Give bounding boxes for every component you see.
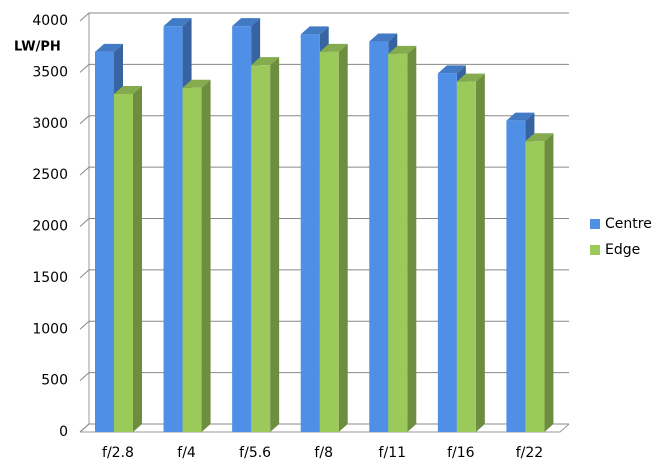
bar-top [506, 112, 535, 121]
bar [319, 43, 348, 432]
bar [182, 79, 211, 432]
y-tick-label: 4000 [32, 13, 68, 29]
grid-line [79, 12, 569, 22]
bar-top [114, 85, 142, 94]
y-tick-label: 1000 [32, 321, 68, 337]
bar-top [95, 43, 123, 52]
bar [251, 57, 280, 433]
bar-front [388, 53, 408, 432]
bar-top [369, 33, 398, 42]
bar-side [338, 43, 348, 432]
x-tick-label: f/22 [516, 445, 543, 461]
bar-front [163, 26, 183, 432]
bar-front [95, 51, 114, 432]
bar-front [369, 41, 389, 433]
y-axis-title: LW/PH [14, 40, 61, 55]
y-tick-label: 2000 [32, 219, 68, 235]
bar [388, 45, 417, 432]
bar-side [201, 79, 211, 432]
bar-top [232, 18, 261, 27]
bar [525, 133, 554, 432]
bar-front [232, 26, 252, 432]
bar-side [475, 73, 485, 432]
bar-front [182, 87, 202, 432]
bar [114, 85, 142, 432]
bar-top [163, 18, 192, 27]
legend-swatch [590, 219, 600, 229]
bar-side [133, 85, 142, 432]
bar-front [114, 93, 133, 432]
y-tick-label: 500 [41, 373, 68, 389]
x-tick-label: f/8 [314, 445, 333, 461]
bar-front [437, 73, 457, 432]
bar-side [407, 45, 417, 432]
x-tick-label: f/2.8 [102, 445, 134, 461]
bar-top [319, 43, 348, 52]
x-tick-label: f/5.6 [239, 445, 271, 461]
bar-side [270, 57, 280, 433]
y-tick-label: 3000 [32, 116, 68, 132]
x-tick-label: f/11 [379, 445, 406, 461]
bar-front [300, 34, 320, 433]
bar-front [525, 141, 545, 432]
bar-top [456, 73, 485, 82]
bar-top [388, 45, 417, 54]
bar-front [251, 65, 271, 433]
bar-top [300, 26, 329, 35]
bar-side [544, 133, 554, 432]
bar-front [506, 120, 526, 432]
x-tick-label: f/4 [177, 445, 196, 461]
bar-top [251, 57, 280, 66]
bar-front [456, 81, 476, 432]
bar-front [319, 51, 339, 432]
bar-top [525, 133, 554, 142]
bar-top [437, 65, 466, 74]
y-tick-label: 0 [59, 424, 68, 440]
y-tick-label: 1500 [32, 270, 68, 286]
y-tick-label: 2500 [32, 167, 68, 183]
legend-label: Edge [605, 242, 640, 258]
y-tick-label: 3500 [32, 64, 68, 80]
bar [456, 73, 485, 432]
legend-label: Centre [605, 216, 652, 232]
legend-swatch [590, 245, 600, 255]
bar-top [182, 79, 211, 88]
x-tick-label: f/16 [447, 445, 475, 461]
